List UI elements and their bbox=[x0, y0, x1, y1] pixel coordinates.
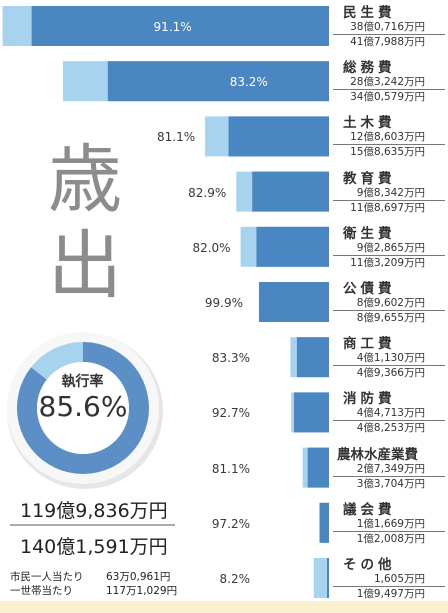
donut-remaining-segment bbox=[31, 342, 83, 380]
executed-bar bbox=[256, 226, 329, 267]
category-item: 総務費 28億3,242万円 34億0,579万円 bbox=[333, 60, 445, 104]
category-budget: 1億9,497万円 bbox=[356, 588, 425, 600]
category-name: 公債費 bbox=[343, 281, 396, 297]
category-item: 民生費 38億0,716万円 41億7,988万円 bbox=[333, 5, 445, 49]
category-executed: 2億7,349万円 bbox=[333, 463, 445, 477]
category-executed: 4億4,713万円 bbox=[333, 407, 445, 422]
category-executed: 8億9,602万円 bbox=[333, 297, 445, 311]
category-budget: 3億3,704万円 bbox=[356, 477, 425, 490]
execution-rate-title: 執行率 bbox=[61, 374, 104, 390]
executed-bar bbox=[319, 502, 329, 543]
category-item: 教育費 9億8,342万円 11億8,697万円 bbox=[333, 171, 445, 215]
category-budget: 1億2,008万円 bbox=[356, 532, 425, 545]
category-executed: 1億1,669万円 bbox=[333, 518, 445, 532]
per-household-label: 一世帯当たり bbox=[10, 585, 73, 597]
category-executed: 38億0,716万円 bbox=[333, 21, 445, 35]
category-budget: 15億8,635万円 bbox=[350, 146, 425, 159]
category-name: 総務費 bbox=[343, 60, 396, 77]
category-item: 農林水産業費 2億7,349万円 3億3,704万円 bbox=[333, 447, 445, 491]
category-budget: 34億0,579万円 bbox=[350, 91, 425, 104]
rate-label: 8.2% bbox=[219, 572, 251, 586]
bottom-strip bbox=[0, 601, 448, 613]
section-title-char-2: 出 bbox=[48, 223, 122, 309]
category-executed: 9億8,342万円 bbox=[333, 187, 445, 201]
category-item: 議会費 1億1,669万円 1億2,008万円 bbox=[333, 502, 445, 546]
rate-label: 83.3% bbox=[211, 351, 250, 366]
category-executed: 4億1,130万円 bbox=[333, 352, 445, 367]
per-citizen-row: 市民一人当たり 63万0,961円 bbox=[10, 569, 170, 584]
category-budget: 41億7,988万円 bbox=[350, 36, 425, 48]
rate-label: 92.7% bbox=[211, 406, 250, 421]
category-budget: 8億9,655万円 bbox=[356, 312, 425, 324]
category-name: 消防費 bbox=[343, 391, 396, 408]
executed-bar bbox=[31, 6, 329, 46]
rate-label: 99.9% bbox=[204, 296, 243, 310]
category-name: 商工費 bbox=[343, 336, 396, 353]
execution-rate-value: 85.6% bbox=[38, 390, 128, 423]
per-citizen-label: 市民一人当たり bbox=[10, 571, 84, 583]
category-name: 教育費 bbox=[343, 170, 396, 187]
category-name: 民生費 bbox=[343, 5, 396, 21]
category-name: 衛生費 bbox=[343, 225, 396, 242]
rate-label: 82.0% bbox=[192, 240, 231, 255]
executed-bar bbox=[294, 392, 329, 433]
category-name: 農林水産業費 bbox=[337, 446, 418, 463]
category-item: 土木費 12億8,603万円 15億8,635万円 bbox=[333, 115, 445, 159]
section-title-char-1: 歳 bbox=[48, 137, 122, 223]
category-item: 商工費 4億1,130万円 4億9,366万円 bbox=[333, 336, 445, 380]
category-executed: 28億3,242万円 bbox=[333, 76, 445, 91]
category-budget: 4億8,253万円 bbox=[356, 422, 425, 435]
executed-bar bbox=[252, 171, 329, 212]
executed-bar bbox=[327, 558, 329, 598]
executed-bar bbox=[296, 337, 329, 378]
category-budget: 11億8,697万円 bbox=[350, 201, 425, 214]
category-budget: 11億3,209万円 bbox=[350, 256, 425, 269]
budget-bar bbox=[313, 558, 329, 598]
category-name: 議会費 bbox=[343, 501, 396, 518]
executed-bar bbox=[307, 447, 329, 488]
category-item: その他 1,605万円 1億9,497万円 bbox=[333, 557, 445, 601]
per-household-value: 117万1,029円 bbox=[106, 585, 178, 597]
executed-bar bbox=[259, 282, 329, 322]
rate-label: 81.1% bbox=[211, 461, 250, 476]
donut-executed-segment bbox=[17, 342, 150, 474]
category-item: 公債費 8億9,602万円 8億9,655万円 bbox=[333, 281, 445, 325]
rate-label: 91.1% bbox=[153, 20, 192, 34]
category-executed: 9億2,865万円 bbox=[333, 242, 445, 256]
category-executed: 1,605万円 bbox=[333, 573, 445, 587]
total-budget: 140億1,591万円 bbox=[20, 536, 168, 558]
rate-label: 97.2% bbox=[211, 516, 250, 531]
category-item: 消防費 4億4,713万円 4億8,253万円 bbox=[333, 391, 445, 435]
rate-label: 82.9% bbox=[188, 185, 227, 200]
donut-hole bbox=[37, 362, 129, 454]
execution-rate-donut bbox=[7, 332, 163, 489]
total-divider bbox=[10, 524, 175, 526]
executed-bar bbox=[107, 61, 329, 102]
category-item: 衛生費 9億2,865万円 11億3,209万円 bbox=[333, 226, 445, 270]
rate-label: 81.1% bbox=[157, 130, 196, 145]
rate-label: 83.2% bbox=[229, 75, 268, 90]
category-budget: 4億9,366万円 bbox=[356, 367, 425, 380]
total-executed: 119億9,836万円 bbox=[20, 500, 168, 522]
category-name: その他 bbox=[343, 557, 396, 573]
per-citizen-value: 63万0,961円 bbox=[106, 571, 171, 583]
executed-bar bbox=[228, 116, 329, 157]
category-name: 土木費 bbox=[343, 115, 396, 132]
per-household-row: 一世帯当たり 117万1,029円 bbox=[10, 583, 177, 598]
category-executed: 12億8,603万円 bbox=[333, 131, 445, 146]
